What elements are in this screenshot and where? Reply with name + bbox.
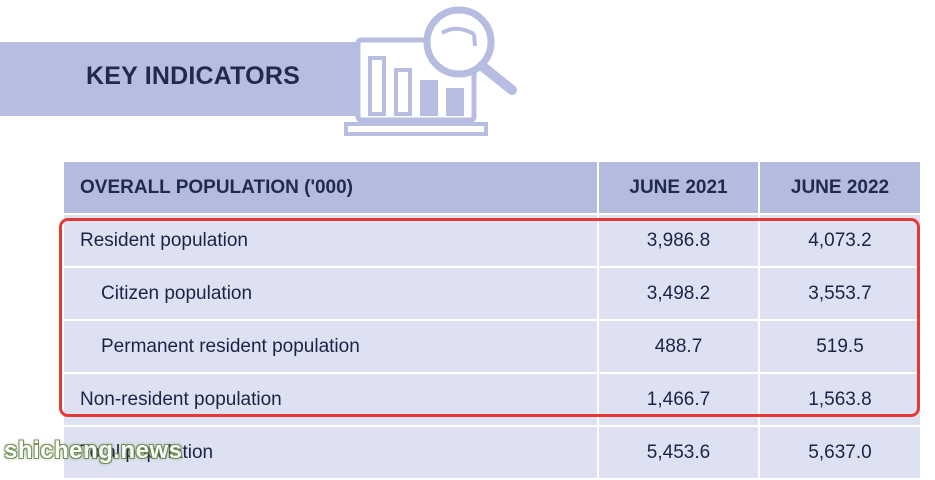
row-value-2022: 1,563.8 bbox=[808, 388, 872, 410]
table-row-total: Total population 5,453.6 5,637.0 bbox=[64, 427, 920, 480]
header-june-2021: JUNE 2021 bbox=[599, 162, 760, 213]
row-label: Permanent resident population bbox=[64, 321, 599, 372]
table-header-row: OVERALL POPULATION ('000) JUNE 2021 JUNE… bbox=[64, 162, 920, 215]
table-row: Citizen population 3,498.2 3,553.7 bbox=[64, 268, 920, 321]
row-value-2021: 488.7 bbox=[599, 321, 760, 372]
population-table: OVERALL POPULATION ('000) JUNE 2021 JUNE… bbox=[64, 162, 920, 480]
row-label: Non-resident population bbox=[64, 374, 599, 425]
table-row: Permanent resident population 488.7 519.… bbox=[64, 321, 920, 374]
row-value-2021: 5,453.6 bbox=[599, 427, 760, 478]
row-value-2022: 519.5 bbox=[816, 335, 864, 357]
row-value-2021: 3,986.8 bbox=[599, 215, 760, 266]
laptop-bar-chart-magnifier-icon bbox=[344, 6, 517, 136]
row-value-2022: 4,073.2 bbox=[808, 229, 872, 251]
row-label: Total population bbox=[64, 427, 599, 478]
header-june-2022: JUNE 2022 bbox=[790, 176, 890, 198]
table-row: Resident population 3,986.8 4,073.2 bbox=[64, 215, 920, 268]
header-label: OVERALL POPULATION ('000) bbox=[64, 162, 599, 213]
table-row: Non-resident population 1,466.7 1,563.8 bbox=[64, 374, 920, 427]
page-title: KEY INDICATORS bbox=[86, 62, 300, 90]
row-label: Citizen population bbox=[64, 268, 599, 319]
row-label: Resident population bbox=[64, 215, 599, 266]
row-value-2021: 3,498.2 bbox=[599, 268, 760, 319]
row-value-2021: 1,466.7 bbox=[599, 374, 760, 425]
row-value-2022: 3,553.7 bbox=[808, 282, 872, 304]
watermark: shicheng.news bbox=[4, 437, 183, 464]
row-value-2022: 5,637.0 bbox=[808, 441, 872, 463]
